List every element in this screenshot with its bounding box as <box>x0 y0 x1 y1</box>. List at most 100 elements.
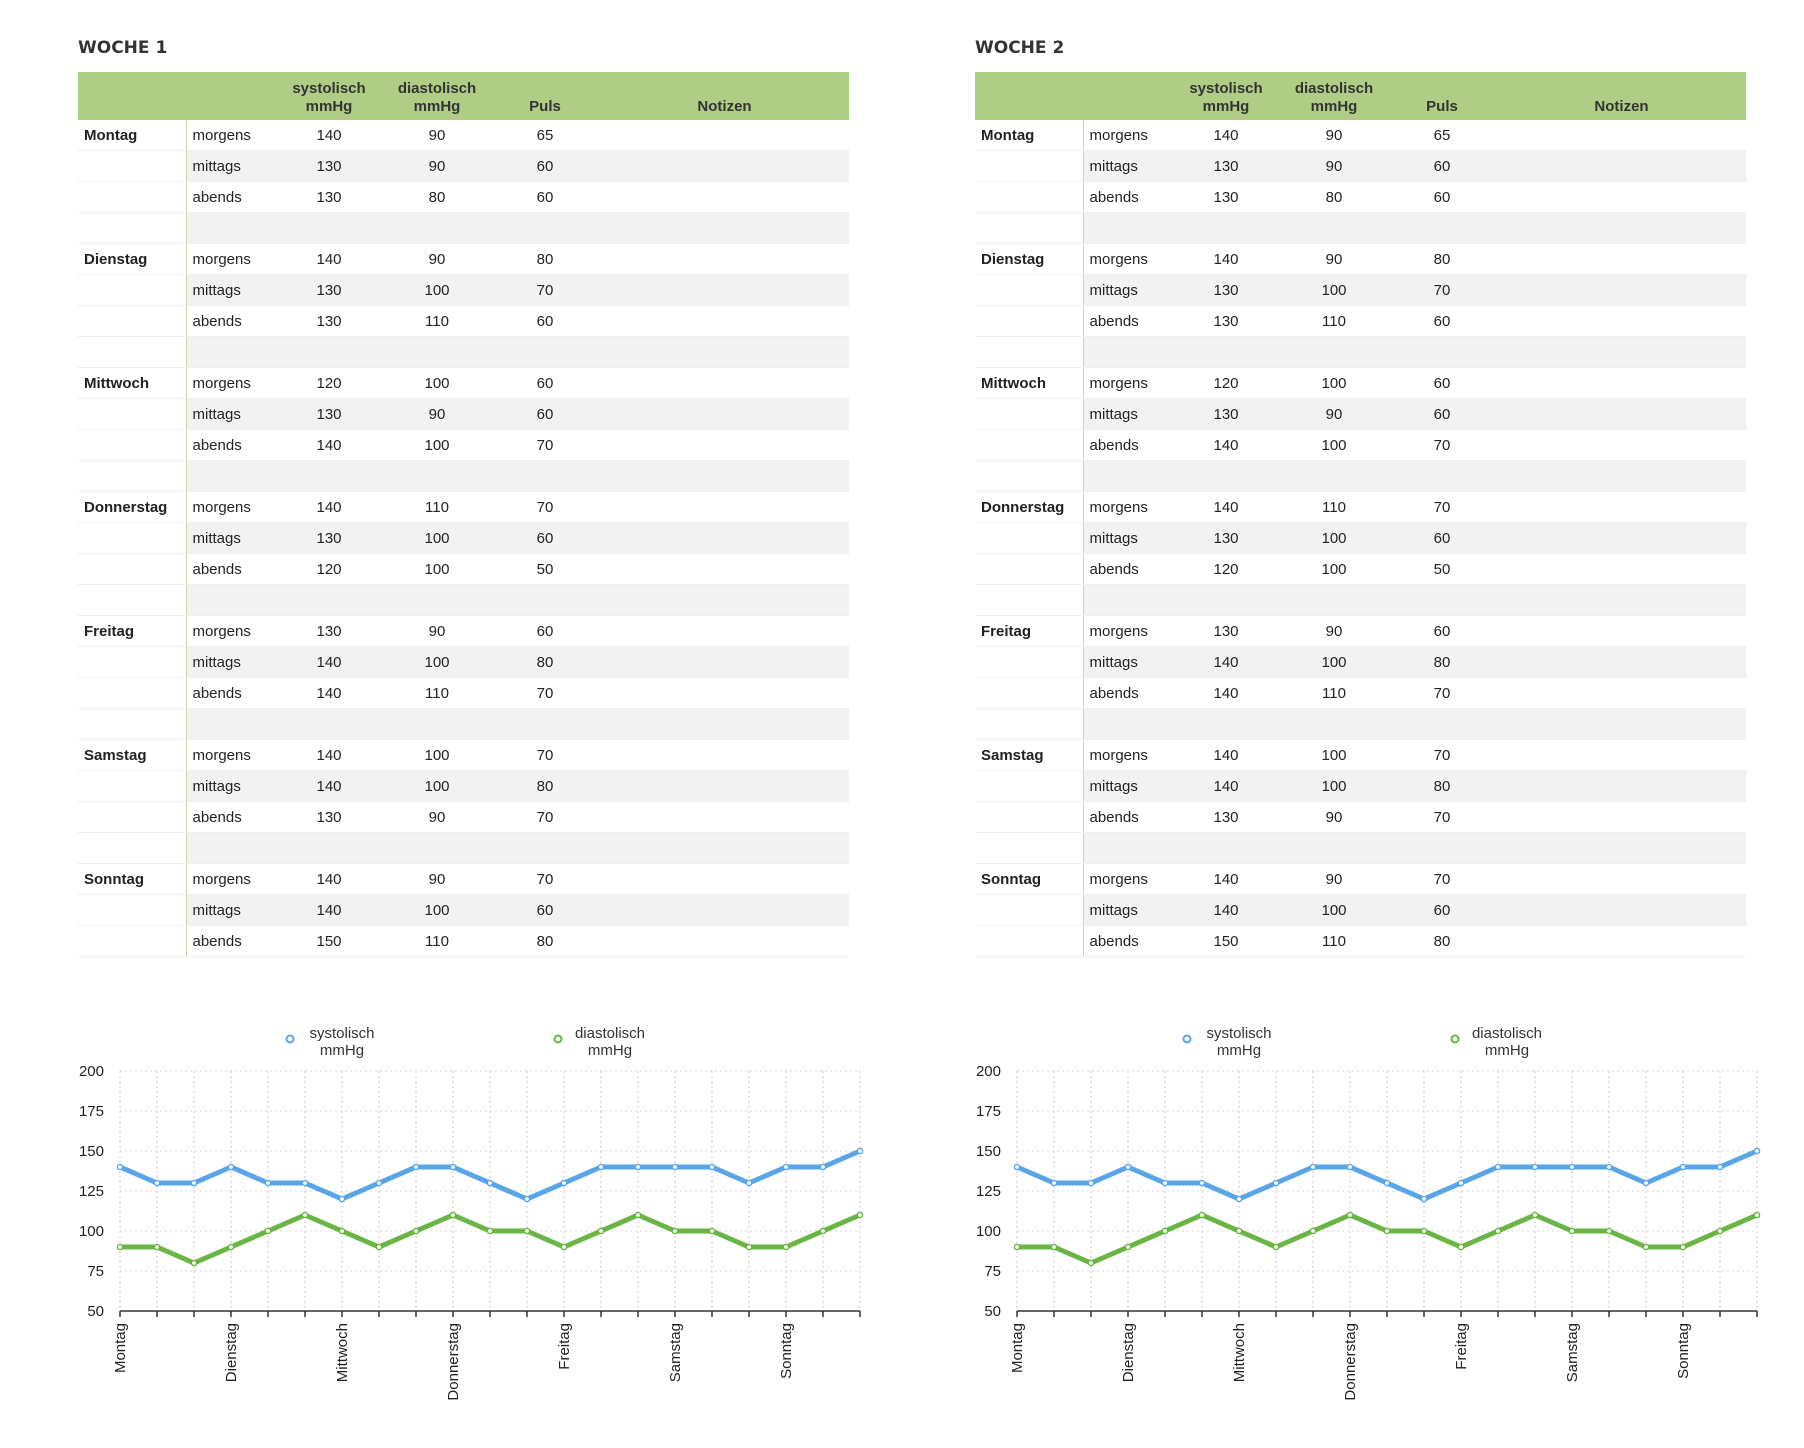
systolic-cell: 130 <box>274 398 384 430</box>
systolic-cell: 140 <box>274 894 384 926</box>
notes-cell[interactable] <box>600 398 849 430</box>
notes-cell[interactable] <box>1497 181 1746 213</box>
notes-cell[interactable] <box>600 615 849 647</box>
data-point <box>708 1163 716 1171</box>
notes-cell[interactable] <box>600 739 849 771</box>
table-row: Mittwoch morgens 120 100 60 <box>975 367 1746 399</box>
notes-cell[interactable] <box>600 150 849 182</box>
table-row: abends 120 100 50 <box>78 553 849 585</box>
notes-cell[interactable] <box>600 646 849 678</box>
blood-pressure-table: systolisch mmHg diastolisch mmHg Puls Noti… <box>78 72 849 957</box>
data-point <box>1383 1227 1391 1235</box>
notes-cell[interactable] <box>600 553 849 585</box>
data-point <box>1050 1179 1058 1187</box>
legend-label: diastolisch <box>1472 1025 1542 1042</box>
day-cell <box>78 553 187 585</box>
systolic-cell: 120 <box>274 367 384 399</box>
pulse-cell: 70 <box>1387 863 1497 895</box>
data-point <box>523 1227 531 1235</box>
table-row: abends 140 100 70 <box>78 429 849 461</box>
notes-cell[interactable] <box>1497 398 1746 430</box>
spacer-cell <box>975 832 1084 864</box>
day-cell: Donnerstag <box>975 491 1084 523</box>
notes-cell[interactable] <box>600 305 849 337</box>
notes-cell[interactable] <box>600 894 849 926</box>
notes-cell[interactable] <box>1497 429 1746 461</box>
notes-cell[interactable] <box>600 243 849 275</box>
notes-cell[interactable] <box>1497 646 1746 678</box>
notes-cell[interactable] <box>1497 925 1746 957</box>
diastolic-cell: 90 <box>384 398 490 430</box>
data-point <box>449 1211 457 1219</box>
data-point <box>1235 1227 1243 1235</box>
week-title: WOCHE 1 <box>78 38 168 58</box>
systolic-cell: 130 <box>1171 274 1281 306</box>
notes-cell[interactable] <box>1497 770 1746 802</box>
day-cell <box>78 522 187 554</box>
spacer-cell <box>1281 708 1387 740</box>
notes-cell[interactable] <box>1497 367 1746 399</box>
data-point <box>1272 1179 1280 1187</box>
notes-cell[interactable] <box>1497 615 1746 647</box>
spacer-cell <box>975 336 1084 368</box>
notes-cell[interactable] <box>1497 491 1746 523</box>
spacer-cell <box>975 708 1084 740</box>
time-cell: abends <box>1083 925 1171 957</box>
table-row: mittags 140 100 80 <box>78 770 849 802</box>
notes-cell[interactable] <box>1497 801 1746 833</box>
pulse-cell: 70 <box>490 677 600 709</box>
notes-cell[interactable] <box>600 429 849 461</box>
spacer-cell <box>1497 460 1746 492</box>
notes-cell[interactable] <box>1497 553 1746 585</box>
pulse-cell: 60 <box>1387 615 1497 647</box>
notes-cell[interactable] <box>600 367 849 399</box>
systolic-cell: 140 <box>274 770 384 802</box>
spacer-cell <box>1171 708 1281 740</box>
notes-cell[interactable] <box>600 863 849 895</box>
day-cell <box>78 770 187 802</box>
spacer-cell <box>384 212 490 244</box>
data-point <box>1309 1163 1317 1171</box>
notes-cell[interactable] <box>600 181 849 213</box>
notes-cell[interactable] <box>1497 894 1746 926</box>
diastolic-cell: 90 <box>1281 243 1387 275</box>
day-cell: Donnerstag <box>78 491 187 523</box>
time-cell: abends <box>186 677 274 709</box>
time-cell: abends <box>1083 305 1171 337</box>
pulse-cell: 60 <box>490 894 600 926</box>
time-cell: mittags <box>186 522 274 554</box>
systolic-cell: 120 <box>274 553 384 585</box>
notes-cell[interactable] <box>1497 274 1746 306</box>
notes-cell[interactable] <box>1497 863 1746 895</box>
notes-cell[interactable] <box>1497 305 1746 337</box>
notes-cell[interactable] <box>1497 739 1746 771</box>
table-header-row: systolisch mmHg diastolisch mmHg Puls Noti… <box>78 72 849 120</box>
header-day <box>78 72 186 120</box>
pulse-cell: 70 <box>1387 274 1497 306</box>
day-cell <box>78 801 187 833</box>
spacer-row <box>78 832 849 864</box>
spacer-cell <box>384 832 490 864</box>
notes-cell[interactable] <box>1497 120 1746 151</box>
data-point <box>1235 1195 1243 1203</box>
notes-cell[interactable] <box>600 677 849 709</box>
week-2-chart: systolisch mmHg diastolisch mmHg 50 75 100 125 1… <box>975 1025 1775 1425</box>
diastolic-cell: 90 <box>384 120 490 151</box>
systolic-cell: 130 <box>274 801 384 833</box>
header-time <box>186 72 274 120</box>
notes-cell[interactable] <box>1497 150 1746 182</box>
notes-cell[interactable] <box>600 491 849 523</box>
notes-cell[interactable] <box>600 522 849 554</box>
notes-cell[interactable] <box>600 274 849 306</box>
notes-cell[interactable] <box>600 925 849 957</box>
notes-cell[interactable] <box>1497 677 1746 709</box>
notes-cell[interactable] <box>600 120 849 151</box>
data-point <box>338 1195 346 1203</box>
notes-cell[interactable] <box>600 801 849 833</box>
header-pulse: Puls <box>529 98 561 115</box>
time-cell: mittags <box>1083 646 1171 678</box>
systolic-cell: 150 <box>1171 925 1281 957</box>
notes-cell[interactable] <box>1497 522 1746 554</box>
notes-cell[interactable] <box>600 770 849 802</box>
notes-cell[interactable] <box>1497 243 1746 275</box>
